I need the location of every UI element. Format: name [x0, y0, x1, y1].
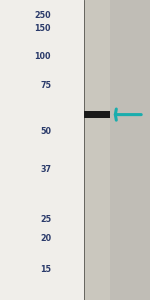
Bar [84, 0, 150, 300]
Text: 25: 25 [40, 214, 51, 224]
Text: 37: 37 [40, 165, 51, 174]
Text: 50: 50 [40, 128, 51, 136]
Text: 15: 15 [40, 266, 51, 274]
Text: 75: 75 [40, 81, 51, 90]
Text: 20: 20 [40, 234, 51, 243]
Text: 100: 100 [34, 52, 51, 62]
Bar [84, 111, 110, 118]
Bar [84, 0, 110, 300]
Text: 150: 150 [34, 24, 51, 33]
Text: 250: 250 [34, 11, 51, 20]
